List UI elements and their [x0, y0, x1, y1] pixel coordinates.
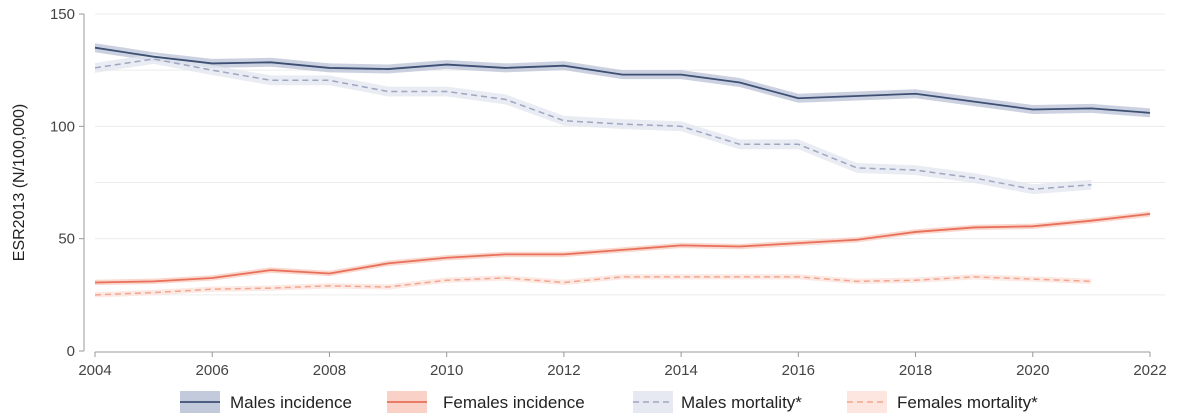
legend-label: Males incidence: [230, 393, 352, 412]
series-line: [94, 213, 1151, 284]
series-line: [94, 58, 1092, 190]
legend-label: Males mortality*: [681, 393, 802, 412]
x-tick-label: 2006: [196, 362, 229, 379]
x-tick-label: 2022: [1133, 362, 1166, 379]
y-tick-label: 50: [58, 231, 75, 248]
gridlines: [95, 13, 1165, 296]
confidence-band: [95, 274, 1092, 298]
series-lines: [94, 46, 1151, 296]
legend-label: Females mortality*: [897, 393, 1038, 412]
x-tick-label: 2018: [899, 362, 932, 379]
confidence-bands: [95, 43, 1150, 298]
confidence-band: [95, 53, 1092, 195]
confidence-band: [95, 43, 1150, 118]
series-line: [94, 46, 1151, 114]
x-tick-label: 2014: [664, 362, 697, 379]
axes: 0 50 100 150 2004 2006 2008 2010 2012 2014 2016 201…: [50, 6, 1167, 379]
confidence-band: [95, 211, 1150, 286]
x-tick-label: 2016: [782, 362, 815, 379]
x-tick-label: 2012: [547, 362, 580, 379]
legend-label: Females incidence: [443, 393, 585, 412]
series-line: [94, 276, 1092, 296]
x-tick-label: 2010: [430, 362, 463, 379]
legend: Males incidence Females incidence Males mo…: [180, 391, 1038, 413]
x-tick-label: 2004: [78, 362, 111, 379]
x-tick-label: 2008: [313, 362, 346, 379]
y-tick-label: 0: [67, 343, 75, 360]
y-tick-label: 100: [50, 118, 75, 135]
y-axis-label: ESR2013 (N/100,000): [11, 104, 28, 261]
x-tick-label: 2020: [1016, 362, 1049, 379]
y-tick-label: 150: [50, 6, 75, 23]
